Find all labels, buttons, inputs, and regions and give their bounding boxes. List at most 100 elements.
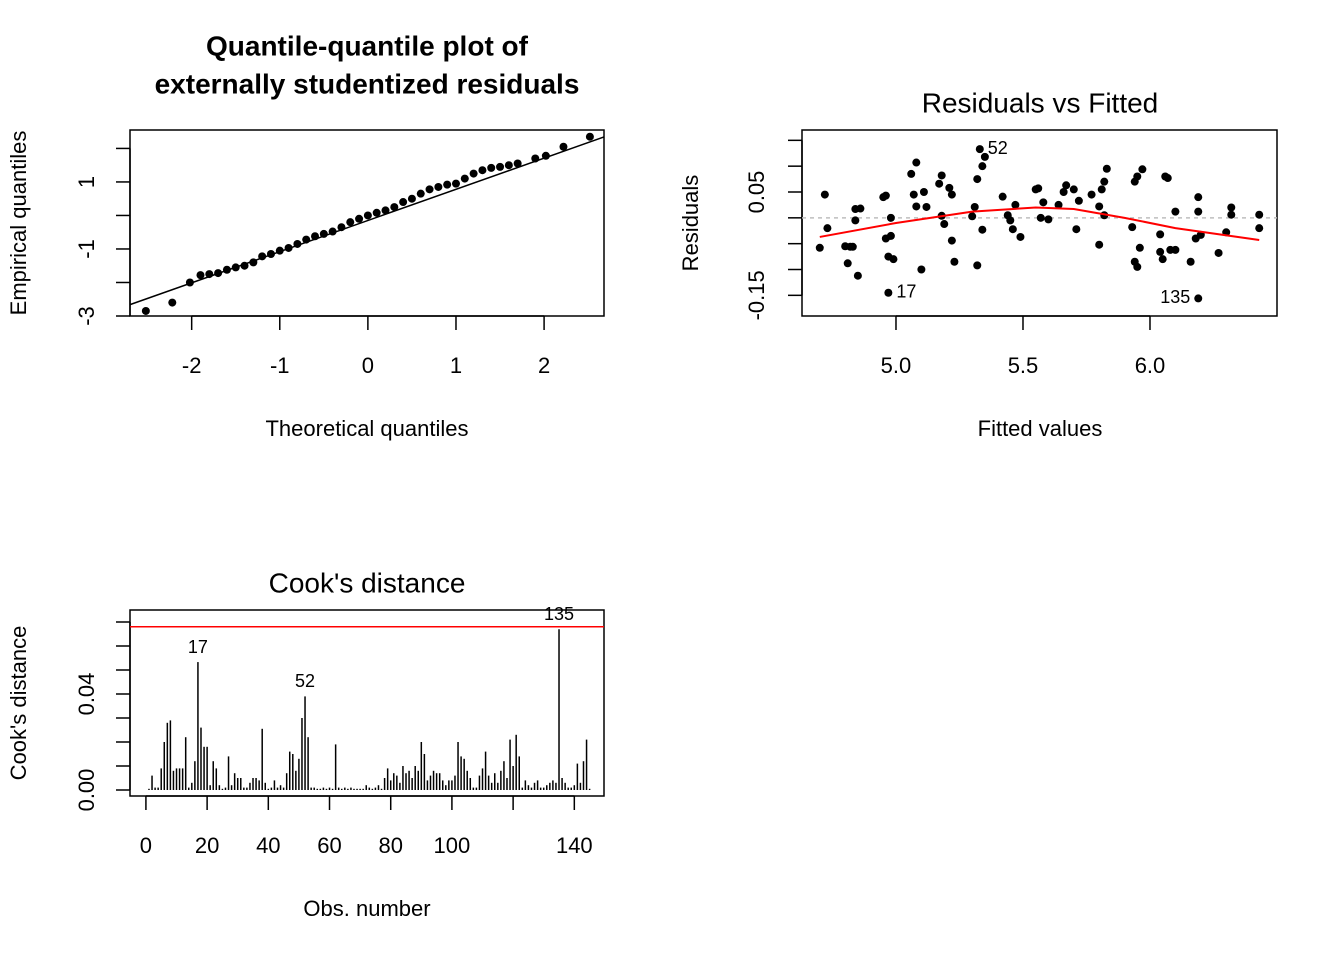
point-label: 52 (988, 138, 1008, 158)
point (460, 174, 469, 183)
point (496, 162, 505, 171)
x-axis-label: Fitted values (978, 416, 1103, 441)
x-tick-label: 80 (378, 833, 402, 858)
point (919, 188, 928, 196)
point (293, 239, 302, 248)
x-tick-label: 20 (195, 833, 219, 858)
point (196, 271, 205, 280)
point (973, 261, 982, 270)
point (585, 132, 594, 141)
point (1214, 248, 1223, 257)
point (1156, 230, 1165, 239)
point (390, 203, 399, 212)
point (853, 271, 862, 280)
point (1039, 198, 1048, 207)
point (1095, 240, 1104, 249)
point (205, 270, 214, 279)
panel-title: Residuals vs Fitted (922, 87, 1159, 118)
y-tick-label: -3 (74, 306, 99, 326)
point (1034, 184, 1043, 193)
point (1016, 232, 1025, 241)
point (311, 232, 320, 241)
point (884, 288, 893, 297)
x-tick-label: 100 (434, 833, 471, 858)
point (950, 257, 959, 266)
point (968, 212, 977, 221)
point (504, 161, 513, 170)
point (1128, 223, 1137, 232)
point (851, 216, 860, 225)
panel-title: externally studentized residuals (155, 68, 580, 99)
point (443, 180, 452, 189)
point (1194, 294, 1203, 303)
point (337, 223, 346, 232)
y-tick-label: -0.15 (744, 270, 769, 320)
point (907, 169, 916, 178)
x-tick-label: 2 (538, 353, 550, 378)
point (1138, 165, 1147, 174)
point (823, 224, 832, 233)
y-tick-label: 1 (74, 176, 99, 188)
point (935, 179, 944, 188)
point (185, 278, 194, 287)
point (975, 145, 984, 154)
point (1100, 177, 1109, 186)
point (1044, 215, 1053, 224)
point (1171, 207, 1180, 216)
point (328, 227, 337, 236)
point (222, 265, 231, 274)
point (416, 189, 425, 198)
point (141, 306, 150, 315)
point (1095, 202, 1104, 211)
point (478, 166, 487, 175)
point (912, 158, 921, 167)
point-label: 135 (1160, 287, 1190, 307)
point (889, 255, 898, 264)
x-tick-label: 1 (450, 353, 462, 378)
point (1227, 203, 1236, 212)
point (1156, 247, 1165, 256)
point (249, 258, 258, 267)
x-tick-label: 40 (256, 833, 280, 858)
point (168, 298, 177, 307)
point (469, 169, 478, 178)
qq-line (129, 136, 605, 306)
point (240, 261, 249, 270)
panel-title: Quantile-quantile plot of (206, 30, 529, 61)
point (513, 159, 522, 168)
point (559, 142, 568, 151)
point (372, 208, 381, 217)
x-tick-label: 5.5 (1008, 353, 1039, 378)
point (1102, 164, 1111, 173)
point (998, 192, 1007, 201)
point (922, 202, 931, 211)
point (1158, 255, 1167, 264)
point (434, 182, 443, 191)
y-axis-label: Cook's distance (6, 626, 31, 781)
y-axis-label: Empirical quantiles (6, 131, 31, 316)
x-tick-label: 140 (556, 833, 593, 858)
point (1036, 213, 1045, 222)
point (1072, 225, 1081, 234)
point (266, 250, 275, 258)
smooth-line (819, 206, 1260, 242)
point (258, 252, 267, 261)
point (1006, 216, 1015, 225)
point-label: 17 (188, 637, 208, 657)
point (1059, 188, 1068, 196)
panel-title: Cook's distance (269, 567, 466, 598)
point (1087, 190, 1096, 199)
plot-frame (801, 129, 1278, 317)
point (970, 202, 979, 211)
point (886, 213, 895, 222)
point (886, 231, 895, 240)
point (945, 183, 954, 192)
point (881, 191, 890, 200)
point (214, 269, 223, 278)
x-tick-label: 0 (140, 833, 152, 858)
y-tick-label: -1 (74, 239, 99, 259)
point (1255, 210, 1264, 219)
x-tick-label: 0 (362, 353, 374, 378)
point (848, 242, 857, 251)
